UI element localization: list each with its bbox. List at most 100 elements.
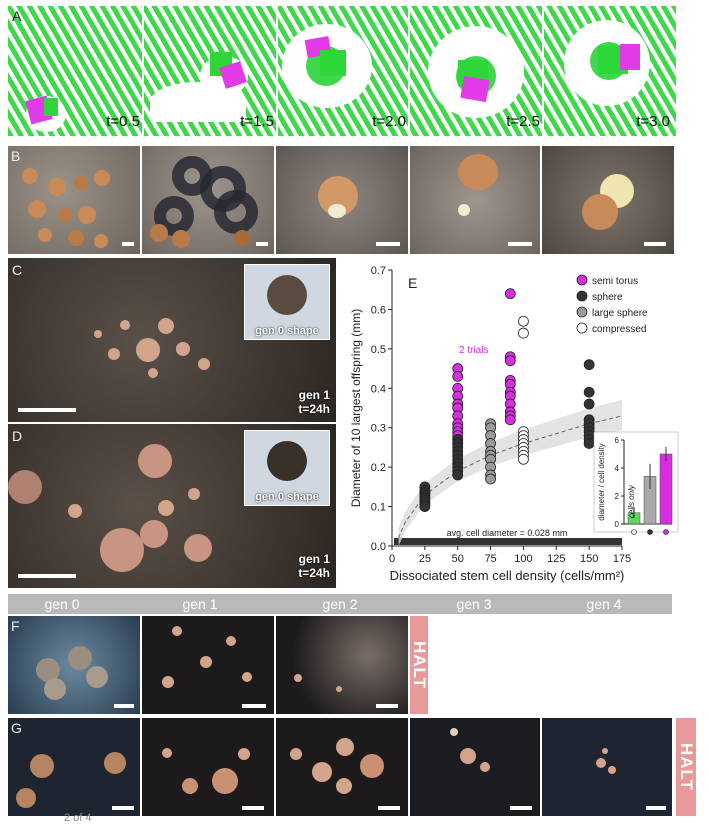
panel-g-label: G xyxy=(11,720,22,736)
sim-frame-5: t=3.0 xyxy=(542,6,676,136)
x-tick-label: 75 xyxy=(484,553,496,565)
generation-time-label: gen 1 t=24h xyxy=(298,388,330,416)
scale-bar xyxy=(242,704,266,708)
time-label: t=0.5 xyxy=(106,113,140,130)
data-point-compressed xyxy=(518,453,529,465)
x-tick-label: 100 xyxy=(514,553,532,565)
green-cube xyxy=(44,98,58,116)
data-point-compressed xyxy=(518,327,529,339)
scale-bar xyxy=(376,242,400,246)
x-tick-label: 50 xyxy=(452,553,464,565)
gen0-shape-inset: gen 0 shape xyxy=(244,430,330,506)
x-tick-label: 175 xyxy=(613,553,631,565)
legend-marker xyxy=(576,306,588,318)
panel-g-photo-2 xyxy=(142,718,274,816)
scale-bar xyxy=(510,806,532,810)
legend-marker xyxy=(576,274,588,286)
y-tick-label: 0.2 xyxy=(371,462,386,474)
inset-bar xyxy=(659,453,673,525)
legend-marker xyxy=(576,290,588,302)
panel-d-label: D xyxy=(12,428,23,444)
panel-b-photo-1: B xyxy=(8,146,140,254)
data-point-compressed xyxy=(518,315,529,327)
sim-frame-1: t=0.5 xyxy=(8,6,144,136)
x-tick-label: 150 xyxy=(580,553,598,565)
scale-bar xyxy=(644,242,666,246)
scale-bar xyxy=(256,242,268,246)
data-point-sphere xyxy=(583,438,595,449)
page-indicator: 2 of 4 xyxy=(64,812,92,824)
panel-b-photo-3 xyxy=(276,146,408,254)
data-point-sphere xyxy=(419,501,431,512)
gen-label: gen 3 xyxy=(456,596,492,612)
x-axis-label: Dissociated stem cell density (cells/mm²… xyxy=(390,568,625,583)
fit-confidence-band xyxy=(398,399,622,546)
gen0-shape-inset: gen 0 shape xyxy=(244,264,330,340)
sim-frame-4: t=2.5 xyxy=(408,6,544,136)
sim-frame-3: t=2.0 xyxy=(276,6,410,136)
panel-b-photo-4 xyxy=(410,146,540,254)
panel-b-photo-2 xyxy=(142,146,274,254)
panel-g-photo-5 xyxy=(542,718,672,816)
y-tick-label: 0.7 xyxy=(371,265,386,277)
data-point-large-sphere xyxy=(485,473,496,485)
panel-f-photo-2 xyxy=(142,616,274,714)
panel-a-simulation: A t=0.5 t=1.5 t=2.0 t=2.5 t=3.0 xyxy=(8,6,676,136)
scale-bar xyxy=(122,242,134,246)
data-point-sphere xyxy=(583,359,595,371)
scale-bar xyxy=(376,704,398,708)
halt-marker: HALT xyxy=(676,718,696,816)
baseline-annotation: avg. cell diameter = 0.028 mm xyxy=(447,528,568,538)
panel-a-label: A xyxy=(12,8,22,24)
inset-y-tick-label: 2 xyxy=(615,492,620,501)
time-label: t=2.0 xyxy=(372,113,406,130)
x-tick-label: 125 xyxy=(547,553,565,565)
gen-label: gen 1 xyxy=(182,596,218,612)
gen-label: gen 0 xyxy=(44,596,80,612)
y-tick-label: 0.1 xyxy=(371,502,386,514)
legend-label: compressed xyxy=(592,324,646,335)
data-point-semi-torus xyxy=(504,355,516,367)
gen-label: gen 4 xyxy=(586,596,622,612)
inset-label: gen 0 shape xyxy=(255,491,319,503)
panel-c-photo: C gen 0 shape gen 1 t=24h xyxy=(8,258,336,422)
legend-label: sphere xyxy=(592,292,623,303)
y-axis-label: Diameter of 10 largest offspring (mm) xyxy=(349,309,363,508)
y-tick-label: 0.6 xyxy=(371,304,386,316)
gen-label: gen 2 xyxy=(322,596,358,612)
scale-bar xyxy=(18,574,76,578)
x-tick-label: 0 xyxy=(389,553,395,565)
panel-e-chart: E 0.0 0.1 0.2 0.3 0.4 0.5 0.6 0.7 0 25 50 75 100 125 15… xyxy=(349,265,679,583)
halt-marker: HALT xyxy=(410,616,429,714)
panel-g-photo-1: G xyxy=(8,718,140,816)
panel-b-photo-5 xyxy=(542,146,674,254)
cell-diameter-band xyxy=(394,538,622,545)
data-point-sphere xyxy=(583,398,595,410)
panel-f-photo-1: F xyxy=(8,616,140,714)
inset-y-tick-label: 4 xyxy=(615,464,620,473)
y-tick-label: 0.3 xyxy=(371,423,386,435)
panel-g-photo-3 xyxy=(276,718,408,816)
y-tick-label: 0.0 xyxy=(371,541,386,553)
x-tick-label: 25 xyxy=(419,553,431,565)
time-label: t=3.0 xyxy=(636,113,670,130)
panel-f-photo-3 xyxy=(276,616,408,714)
generation-bar: gen 0 gen 1 gen 2 gen 3 gen 4 xyxy=(8,594,672,614)
panel-e-label: E xyxy=(408,275,417,291)
inset-category-marker xyxy=(647,529,653,535)
data-point-semi-torus xyxy=(452,371,464,382)
legend-label: semi torus xyxy=(592,276,638,287)
data-point-sphere xyxy=(583,386,595,398)
inset-y-label: diameter / cell density xyxy=(597,443,606,520)
y-tick-label: 0.4 xyxy=(371,383,386,395)
legend-label: large sphere xyxy=(592,308,648,319)
data-point-semi-torus xyxy=(504,288,516,300)
inset-category-marker xyxy=(663,529,669,535)
panel-d-photo: D gen 0 shape gen 1 t=24h xyxy=(8,424,336,588)
panel-f-label: F xyxy=(11,618,20,634)
scale-bar xyxy=(378,806,400,810)
legend-marker xyxy=(576,322,588,334)
inset-y-tick-label: 0 xyxy=(615,520,620,529)
inset-bar-text: cells only xyxy=(627,484,636,518)
scale-bar xyxy=(112,806,134,810)
